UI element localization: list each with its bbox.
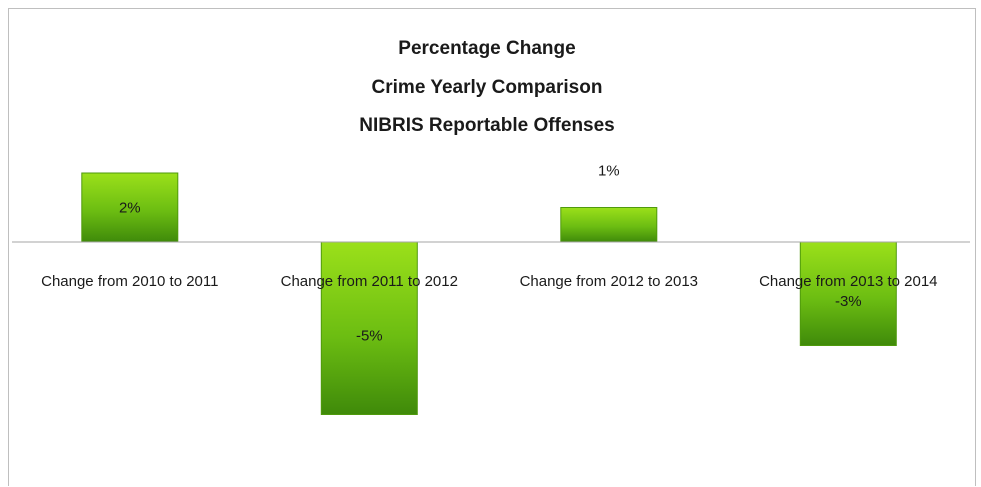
bar-1 bbox=[81, 172, 179, 243]
bar-3 bbox=[560, 207, 658, 243]
data-label-3: 1% bbox=[598, 163, 620, 180]
category-label-3: Change from 2012 to 2013 bbox=[520, 273, 698, 290]
labels-layer: Change from 2010 to 2011 2% Change from 20… bbox=[41, 163, 937, 345]
bars-layer bbox=[81, 172, 897, 415]
category-label-1: Change from 2010 to 2011 bbox=[41, 273, 218, 290]
data-label-2: -5% bbox=[356, 327, 383, 344]
bar-2 bbox=[320, 241, 418, 415]
chart-title-line-1: Percentage Change bbox=[398, 38, 575, 59]
chart-title-line-2: Crime Yearly Comparison bbox=[372, 77, 603, 98]
data-label-4: -3% bbox=[835, 293, 862, 310]
chart-title-line-3: NIBRIS Reportable Offenses bbox=[359, 115, 615, 136]
bar-4 bbox=[799, 241, 897, 346]
data-label-1: 2% bbox=[119, 200, 141, 217]
category-label-4: Change from 2013 to 2014 bbox=[759, 273, 937, 290]
category-label-2: Change from 2011 to 2012 bbox=[281, 273, 458, 290]
